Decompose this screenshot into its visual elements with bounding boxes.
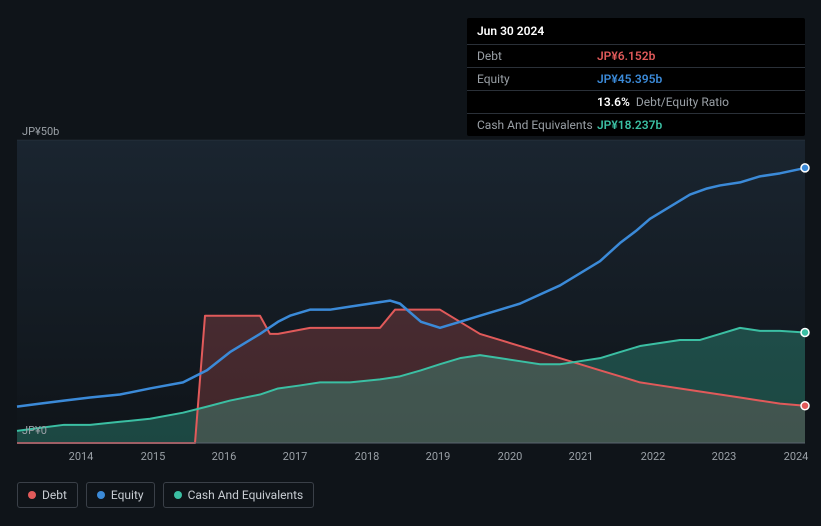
x-axis-label: 2018 (355, 450, 380, 463)
tooltip-row-extra: Debt/Equity Ratio (636, 95, 729, 109)
x-axis-label: 2023 (712, 450, 737, 463)
legend-item[interactable]: Debt (17, 482, 78, 508)
legend-dot-icon (174, 491, 182, 499)
x-axis-label: 2024 (784, 450, 809, 463)
x-axis-label: 2020 (498, 450, 523, 463)
chart-legend: Debt Equity Cash And Equivalents (17, 482, 314, 508)
tooltip-row: DebtJP¥6.152b (467, 45, 805, 68)
tooltip-date: Jun 30 2024 (467, 18, 805, 45)
y-axis-label: JP¥0 (22, 424, 47, 437)
legend-item[interactable]: Cash And Equivalents (163, 482, 315, 508)
tooltip-row-value: JP¥45.395b (597, 72, 662, 86)
x-axis-label: 2022 (641, 450, 666, 463)
legend-dot-icon (28, 491, 36, 499)
legend-label: Equity (111, 488, 144, 502)
tooltip-row-value: 13.6%Debt/Equity Ratio (597, 95, 729, 109)
tooltip-row: EquityJP¥45.395b (467, 68, 805, 91)
x-axis-label: 2015 (141, 450, 166, 463)
x-axis-label: 2016 (212, 450, 237, 463)
tooltip-row: Cash And EquivalentsJP¥18.237b (467, 114, 805, 136)
tooltip-row: 13.6%Debt/Equity Ratio (467, 91, 805, 114)
legend-dot-icon (97, 491, 105, 499)
x-axis-label: 2014 (69, 450, 94, 463)
legend-label: Cash And Equivalents (188, 488, 304, 502)
x-axis-label: 2017 (283, 450, 308, 463)
x-axis-label: 2021 (569, 450, 594, 463)
tooltip-row-label: Equity (477, 72, 597, 86)
tooltip-row-label: Debt (477, 49, 597, 63)
legend-label: Debt (42, 488, 67, 502)
y-axis-label: JP¥50b (22, 125, 59, 138)
tooltip-row-value: JP¥18.237b (597, 118, 662, 132)
chart-tooltip: Jun 30 2024 DebtJP¥6.152bEquityJP¥45.395… (467, 18, 805, 136)
tooltip-row-label (477, 95, 597, 109)
x-axis-label: 2019 (426, 450, 451, 463)
tooltip-row-label: Cash And Equivalents (477, 118, 597, 132)
legend-item[interactable]: Equity (86, 482, 155, 508)
tooltip-row-value: JP¥6.152b (597, 49, 655, 63)
